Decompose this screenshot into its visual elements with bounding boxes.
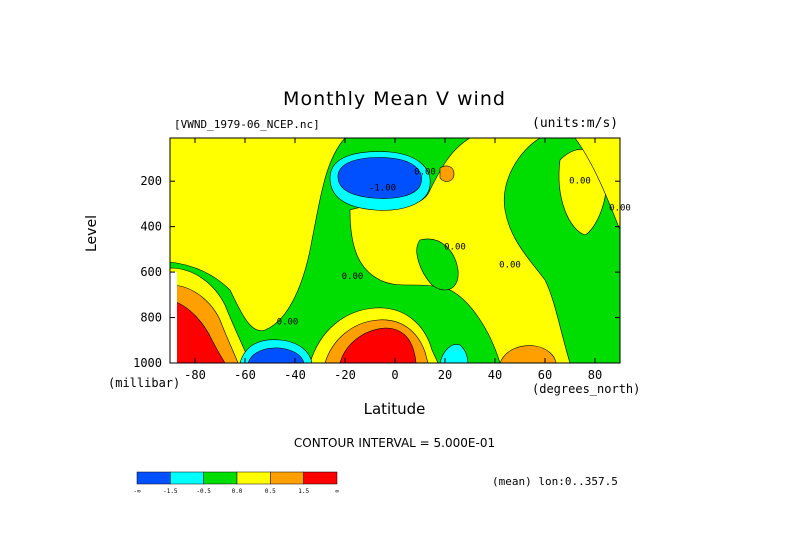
colorbar-label: -0.5 [196,488,211,495]
x-tick-label: -20 [334,368,356,382]
colorbar-label: 1.5 [298,488,309,495]
field-red-south [170,299,226,363]
x-tick-label: 40 [488,368,502,382]
contour-interval: CONTOUR INTERVAL = 5.000E-01 [293,436,496,450]
field-orange-north-low [499,345,557,363]
contour-label: -1.00 [369,183,396,193]
units-label: (units:m/s) [532,116,619,131]
colorbar-swatch [236,471,271,485]
contour-label: 0.00 [569,176,591,186]
colorbar-swatch [136,471,171,485]
y-tick-label: 600 [140,265,162,279]
y-tick-label: 1000 [133,356,162,370]
mean-info: (mean) lon:0..357.5 [492,475,618,488]
contour-labels: -1.00 0.00 0.00 0.00 0.00 0.00 0.00 0.00 [277,167,631,327]
colorbar-label: 0.5 [265,488,276,495]
x-tick-label: 60 [538,368,552,382]
x-tick-label: 80 [588,368,602,382]
x-ticks: -80 -60 -40 -20 0 20 40 60 80 [184,138,602,382]
dataset-label: [VWND_1979-06_NCEP.nc] [174,118,320,131]
x-tick-label: -80 [184,368,206,382]
x-tick-label: -40 [284,368,306,382]
colorbar-label: ∞ [335,488,339,495]
contour-field [170,138,620,363]
field-yellow-west [170,138,346,331]
y-tick-label: 200 [140,174,162,188]
colorbar-swatch [203,471,238,485]
x-tick-label: 20 [438,368,452,382]
field-blue-upper [337,157,422,199]
colorbar-swatch [170,471,204,485]
chart-title: Monthly Mean V wind [283,88,506,110]
x-axis-unit: (degrees_north) [532,382,641,396]
y-tick-label: 400 [140,220,162,234]
field-yellow-central [349,138,571,363]
x-tick-label: -60 [234,368,256,382]
x-tick-label: 0 [391,368,398,382]
colorbar-swatch [303,471,338,485]
field-cyan-equator-low [439,344,469,363]
contour-label: 0.00 [277,317,299,327]
y-ticks: 200 400 600 800 1000 [133,174,620,370]
contour-label: 0.00 [499,261,521,271]
field-orange-blob [439,165,455,182]
contour-label: 0.00 [609,204,631,214]
x-axis-title: Latitude [363,400,426,418]
colorbar-label: -1.5 [163,488,178,495]
y-axis-unit: (millibar) [108,376,181,390]
field-red-central-low [339,327,417,363]
contour-label: 0.00 [342,272,364,282]
colorbar-label: 0.0 [232,488,243,495]
colorbar: -∞ -1.5 -0.5 0.0 0.5 1.5 ∞ [133,471,339,495]
colorbar-label: -∞ [133,488,141,495]
field-blue-south-low [247,347,305,363]
colorbar-swatch [270,471,304,485]
contour-label: 0.00 [414,167,436,177]
contour-label: 0.00 [444,242,466,252]
y-tick-label: 800 [140,311,162,325]
field-green-island [416,238,459,291]
